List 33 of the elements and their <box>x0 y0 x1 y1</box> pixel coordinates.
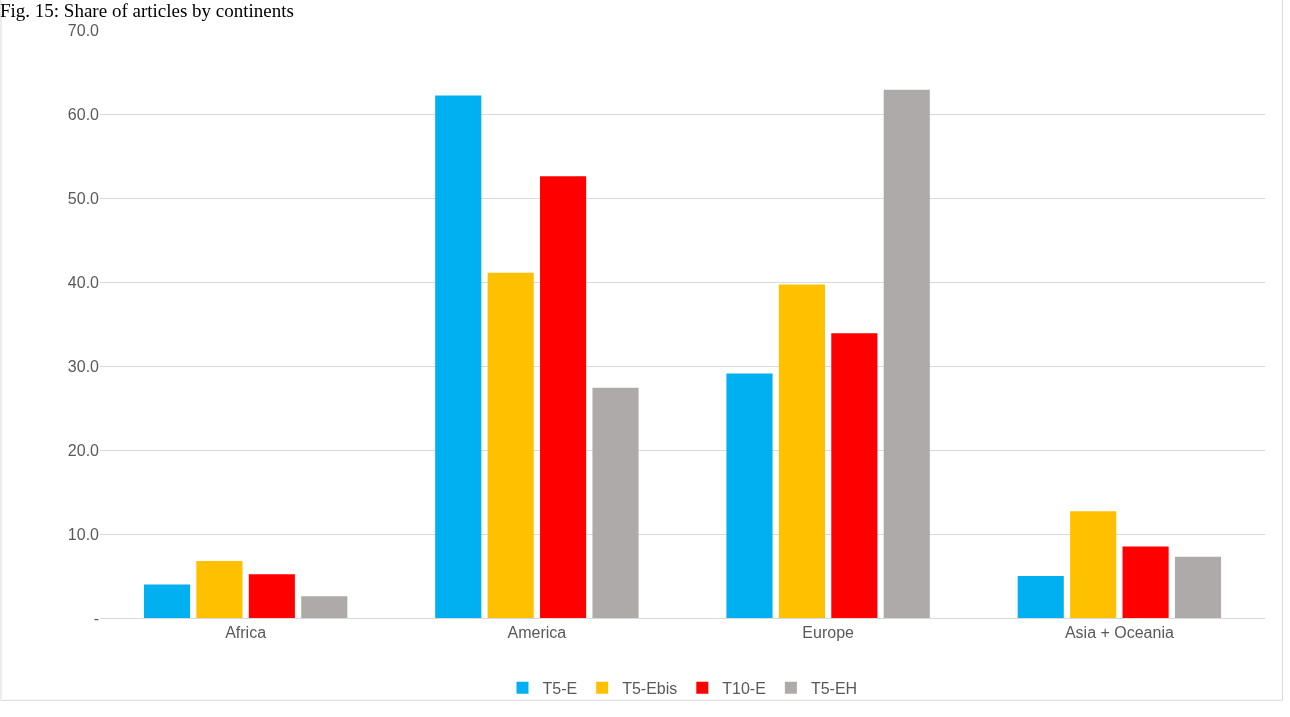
bar <box>592 387 639 618</box>
bar <box>196 560 243 618</box>
x-tick-label: Europe <box>802 624 855 642</box>
legend-label: T10-E <box>722 680 766 698</box>
bar <box>1017 576 1064 618</box>
bar <box>301 596 348 618</box>
bar <box>831 333 878 618</box>
bar <box>143 584 191 618</box>
x-tick-label: Asia + Oceania <box>1064 624 1174 642</box>
bar <box>1122 546 1169 618</box>
y-tick-label: 30.0 <box>67 357 100 375</box>
bar <box>435 95 482 618</box>
bar <box>883 89 930 618</box>
y-tick-label: - <box>93 609 99 627</box>
legend-label: T5-EH <box>810 680 858 698</box>
legend-label: T5-E <box>542 680 578 698</box>
x-tick-label: America <box>507 624 567 642</box>
chart-title: Fig. 15: Share of articles by continents <box>0 0 294 21</box>
y-tick-label: 70.0 <box>67 21 100 39</box>
y-tick-label: 40.0 <box>67 273 100 291</box>
y-tick-label: 10.0 <box>67 525 100 543</box>
bar <box>1070 511 1117 618</box>
y-tick-label: 50.0 <box>67 189 100 207</box>
bar <box>726 373 773 618</box>
bar <box>487 272 534 618</box>
y-tick-label: 20.0 <box>67 441 100 459</box>
bar <box>248 574 295 618</box>
legend-label: T5-Ebis <box>622 680 678 698</box>
bar <box>778 284 825 618</box>
y-tick-label: 60.0 <box>67 105 100 123</box>
x-tick-label: Africa <box>225 624 267 642</box>
bar <box>540 176 587 618</box>
bar <box>1174 556 1222 618</box>
